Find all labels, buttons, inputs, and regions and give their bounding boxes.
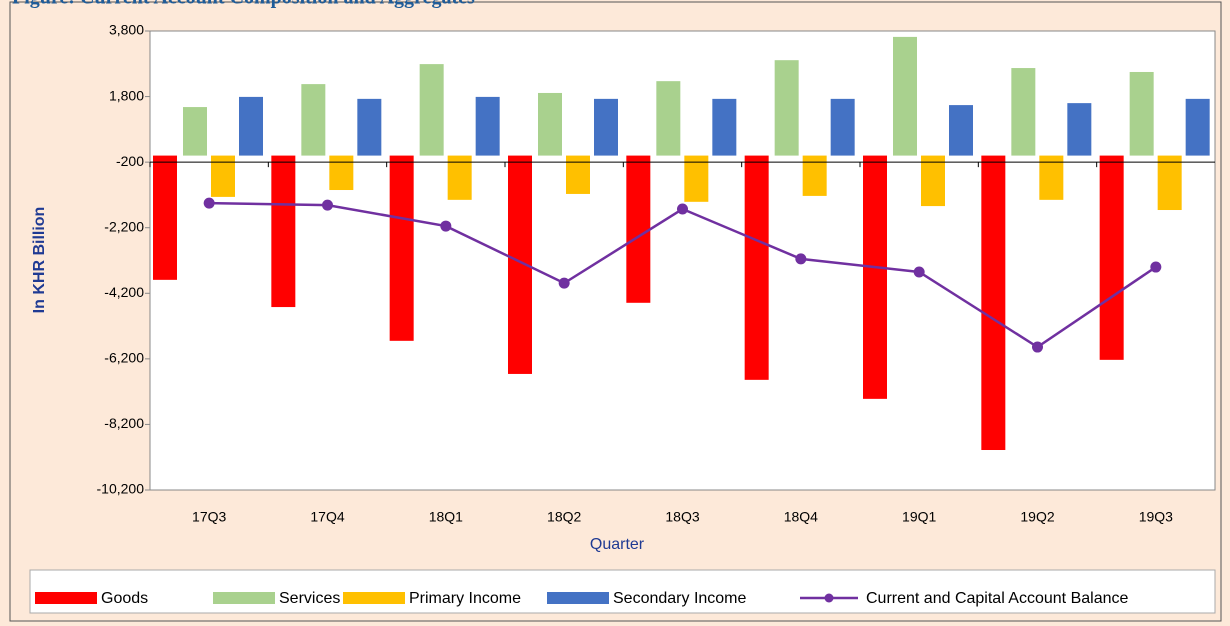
bar	[893, 36, 917, 156]
x-tick-label: 19Q1	[902, 509, 936, 525]
bar	[357, 98, 382, 156]
bar	[1011, 68, 1036, 156]
x-tick-label: 17Q3	[192, 509, 226, 525]
legend-swatch	[213, 592, 275, 604]
bar	[419, 64, 444, 156]
y-tick-label: -2,200	[104, 218, 144, 234]
bar	[1039, 155, 1064, 200]
bar	[271, 155, 296, 308]
legend-swatch	[547, 592, 609, 604]
bar	[830, 98, 855, 156]
bar	[1067, 103, 1092, 156]
y-tick-label: -6,200	[104, 350, 144, 366]
y-tick-label: -8,200	[104, 415, 144, 431]
bar	[921, 155, 945, 207]
bar	[684, 155, 709, 202]
bar	[774, 60, 799, 156]
legend-label: Secondary Income	[613, 590, 747, 607]
bar	[626, 155, 651, 303]
x-tick-label: 18Q2	[547, 509, 581, 525]
line-marker	[203, 197, 215, 209]
bar	[863, 155, 887, 399]
line-marker	[677, 203, 688, 215]
bar	[153, 155, 177, 280]
chart-title: Figure: Current Account Composition and …	[12, 0, 475, 9]
y-tick-label: -10,200	[97, 481, 145, 497]
line-marker	[913, 266, 925, 278]
x-tick-label: 19Q3	[1139, 509, 1173, 525]
bar	[566, 155, 590, 194]
legend-swatch	[35, 592, 97, 604]
bar	[656, 81, 681, 156]
x-tick-label: 18Q1	[429, 509, 463, 525]
line-marker	[440, 220, 452, 232]
bar	[389, 155, 414, 341]
bar	[1129, 71, 1154, 156]
legend-label: Primary Income	[409, 590, 521, 607]
bar	[447, 155, 472, 200]
line-marker	[795, 253, 807, 265]
legend	[29, 569, 1216, 614]
bar	[475, 96, 500, 156]
legend-label: Services	[279, 590, 340, 607]
bar	[301, 84, 326, 156]
line-marker	[558, 277, 570, 289]
y-axis-label: In KHR Billion	[31, 207, 48, 314]
bar	[183, 107, 207, 156]
bar	[538, 92, 562, 156]
bar	[949, 105, 973, 156]
line-marker	[322, 199, 333, 211]
x-axis-label: Quarter	[590, 536, 645, 553]
bar	[1099, 155, 1124, 360]
bar	[329, 155, 354, 191]
line-marker	[1150, 261, 1162, 273]
bar	[239, 96, 263, 156]
legend-label: Current and Capital Account Balance	[866, 590, 1128, 607]
bar	[1185, 98, 1210, 156]
bar	[802, 155, 827, 196]
x-tick-label: 18Q3	[665, 509, 699, 525]
x-tick-label: 19Q2	[1020, 509, 1054, 525]
legend-swatch	[343, 592, 405, 604]
bar	[981, 155, 1006, 451]
bar	[744, 155, 769, 380]
bar	[1157, 155, 1182, 211]
bar	[594, 98, 618, 156]
bar	[712, 98, 737, 156]
y-tick-label: 1,800	[109, 87, 144, 103]
line-marker	[1032, 341, 1043, 353]
legend-swatch-marker	[824, 593, 834, 603]
y-tick-label: 3,800	[109, 22, 144, 38]
y-tick-label: -4,200	[104, 284, 144, 300]
x-tick-label: 18Q4	[784, 509, 818, 525]
legend-label: Goods	[101, 590, 148, 607]
y-tick-label: -200	[116, 153, 144, 169]
x-tick-label: 17Q4	[310, 509, 344, 525]
plot-area	[149, 30, 1216, 491]
